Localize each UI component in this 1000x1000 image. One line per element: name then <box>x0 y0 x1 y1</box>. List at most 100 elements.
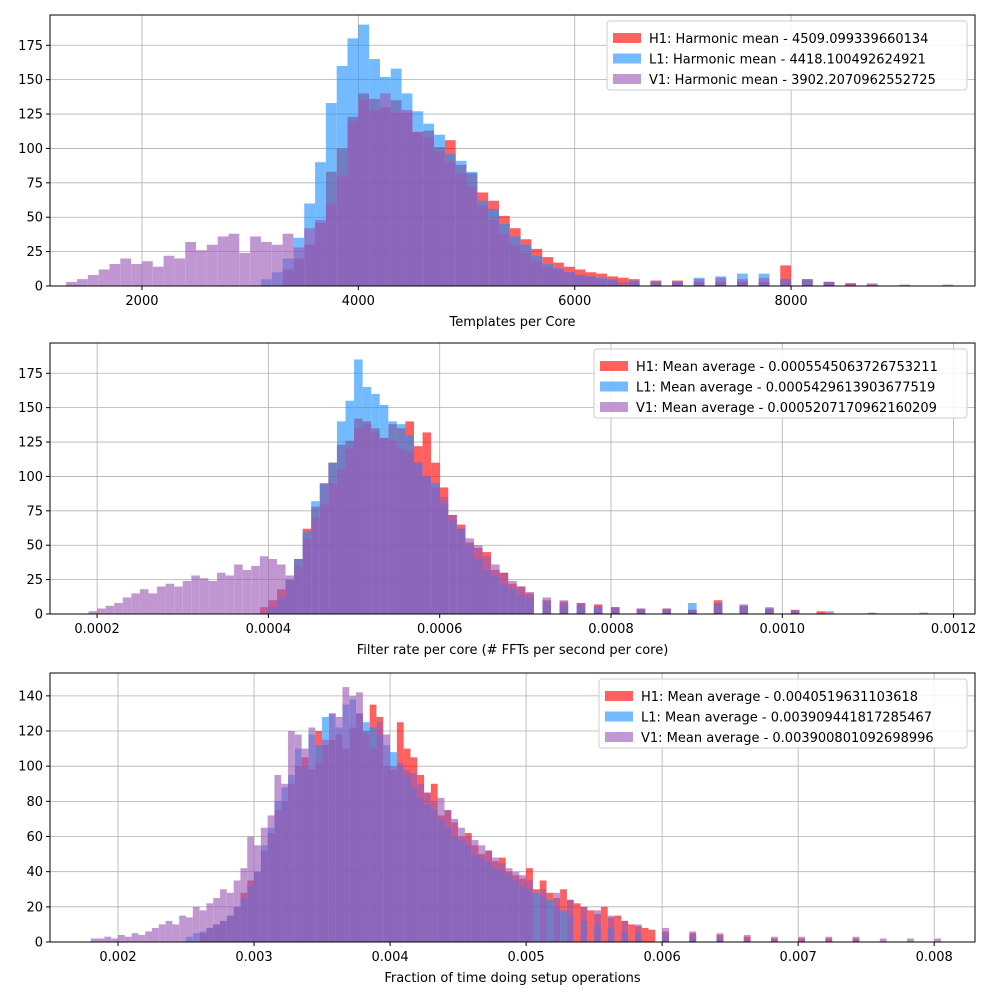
histogram-bar <box>294 565 303 614</box>
histogram-bar <box>390 766 397 942</box>
histogram-bar <box>801 280 813 286</box>
histogram-bar <box>465 538 474 614</box>
histogram-bar <box>439 497 449 614</box>
histogram-bar <box>520 252 532 286</box>
histogram-bar <box>662 608 671 614</box>
histogram-bar <box>491 564 500 614</box>
histogram-bar <box>369 109 380 286</box>
y-tick-label: 25 <box>26 573 43 588</box>
histogram-bar <box>111 938 119 942</box>
histogram-bar <box>566 899 574 942</box>
histogram-bar <box>610 607 620 614</box>
histogram-bar <box>716 933 724 942</box>
histogram-bar <box>242 569 252 614</box>
legend-entry: L1: Mean average - 0.003909441817285467 <box>641 711 932 726</box>
histogram-bar <box>512 871 520 942</box>
histogram-bar <box>542 597 552 614</box>
y-tick-label: 100 <box>18 142 43 157</box>
histogram-bar <box>563 272 575 286</box>
histogram-bar <box>220 889 227 942</box>
histogram-bar <box>87 274 99 286</box>
histogram-bar <box>208 580 218 614</box>
histogram-bar <box>593 605 603 614</box>
legend-swatch <box>613 74 641 84</box>
series-2 <box>90 687 941 942</box>
histogram-bar <box>412 131 424 286</box>
legend-swatch <box>613 53 641 64</box>
y-tick-label: 120 <box>18 725 43 740</box>
histogram-bar <box>192 906 200 942</box>
histogram-bar <box>98 269 110 286</box>
histogram-bar <box>456 528 466 614</box>
histogram-bar <box>179 915 187 942</box>
histogram-bar <box>131 263 142 286</box>
histogram-bar <box>239 252 251 286</box>
plot-frame <box>49 342 976 615</box>
legend-swatch <box>613 33 641 43</box>
histogram-bar <box>477 206 489 286</box>
legend-swatch <box>605 691 633 701</box>
x-tick-label: 4000 <box>342 294 375 309</box>
histogram-bar <box>422 476 432 614</box>
histogram-bar <box>492 857 499 942</box>
histogram-bar <box>437 797 445 942</box>
histogram-bar <box>260 241 272 286</box>
legend: H1: Harmonic mean - 4509.099339660134 L1:… <box>606 20 968 91</box>
histogram-bar <box>97 608 106 614</box>
histogram-bar <box>356 692 363 942</box>
histogram-bar <box>105 605 115 614</box>
histogram-bar <box>114 602 123 614</box>
histogram-bar <box>743 934 751 942</box>
histogram-bar <box>165 583 175 614</box>
histogram-bar <box>689 931 697 942</box>
histogram-bar <box>354 428 363 614</box>
histogram-bar <box>358 100 370 286</box>
histogram-bar <box>560 910 567 942</box>
x-tick-label: 0.004 <box>371 950 408 965</box>
histogram-bar <box>906 938 914 942</box>
histogram-bar <box>139 589 149 614</box>
histogram-bar <box>199 910 207 942</box>
histogram-bar <box>234 564 243 614</box>
histogram-bar <box>473 545 483 614</box>
histogram-bar <box>390 112 402 287</box>
series-2 <box>66 93 954 287</box>
histogram-bar <box>196 250 207 286</box>
histogram-bar <box>758 277 770 286</box>
histogram-bar <box>109 263 121 286</box>
x-tick-label: 0.0010 <box>760 622 806 637</box>
histogram-bar <box>585 276 597 286</box>
histogram-bar <box>388 440 397 614</box>
histogram-bar <box>553 892 561 942</box>
y-tick-label: 60 <box>26 830 43 845</box>
histogram-bar <box>396 762 404 942</box>
histogram-bar <box>90 938 98 942</box>
histogram-bar <box>302 538 312 614</box>
histogram-bar <box>186 917 193 942</box>
legend-box <box>606 20 968 91</box>
histogram-bar <box>559 600 569 614</box>
histogram-bar <box>672 281 683 286</box>
histogram-bar <box>304 228 316 286</box>
histogram-bar <box>713 602 723 614</box>
templates-per-core-histogram: 2000 4000 6000 8000 0 25 50 75 100 125 150 175 Templ… <box>18 14 976 330</box>
histogram-bar <box>424 792 431 942</box>
histogram-bar <box>336 469 346 614</box>
histogram-bar <box>328 713 336 942</box>
histogram-bar <box>607 280 618 286</box>
x-tick-label: 6000 <box>558 294 591 309</box>
histogram-bar <box>525 591 534 614</box>
histogram-bar <box>587 910 595 942</box>
histogram-bar <box>240 868 248 942</box>
y-tick-label: 25 <box>26 245 43 260</box>
histogram-bar <box>294 734 302 942</box>
legend-entry: L1: Mean average - 0.0005429613903677519 <box>636 381 935 396</box>
histogram-bar <box>628 281 640 286</box>
histogram-bar <box>322 739 329 942</box>
histogram-bar <box>414 462 423 614</box>
y-tick-label: 100 <box>18 470 43 485</box>
histogram-bar <box>458 827 465 942</box>
x-tick-label: 0.005 <box>507 950 544 965</box>
histogram-bar <box>505 868 513 942</box>
histogram-bar <box>780 279 792 286</box>
